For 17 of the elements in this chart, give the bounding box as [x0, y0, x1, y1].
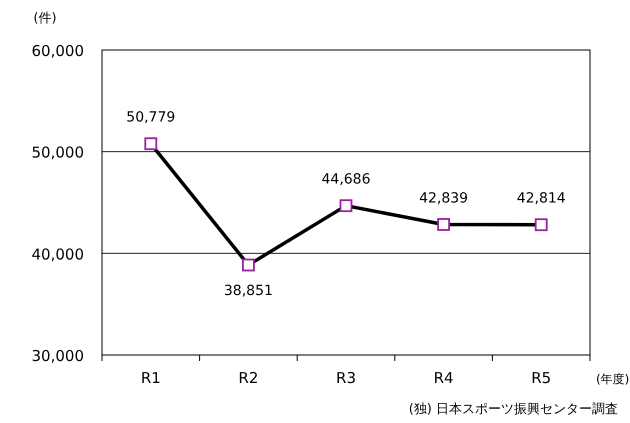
text: (独) 日本スポーツ振興センター調査 [408, 402, 618, 417]
x-tick-label: R4 [434, 369, 454, 387]
data-label: 38,851 [224, 283, 273, 300]
data-label: 50,779 [126, 110, 176, 126]
x-tick-label: R1 [140, 369, 161, 387]
data-label: 42,814 [516, 190, 566, 207]
data-label: 44,686 [322, 172, 371, 188]
x-tick-label: R3 [336, 369, 356, 387]
y-tick-label: 30,000 [32, 347, 84, 365]
y-tick-label: 50,000 [32, 144, 84, 162]
y-tick-label: 60,000 [32, 42, 84, 60]
x-axis-title: (年度) [596, 372, 630, 386]
data-label: 42,839 [419, 190, 468, 206]
y-tick-label: 40,000 [32, 245, 84, 264]
x-tick-label: R2 [238, 369, 258, 387]
y-axis-title: (件) [33, 11, 57, 26]
x-tick-label: R5 [531, 369, 552, 387]
